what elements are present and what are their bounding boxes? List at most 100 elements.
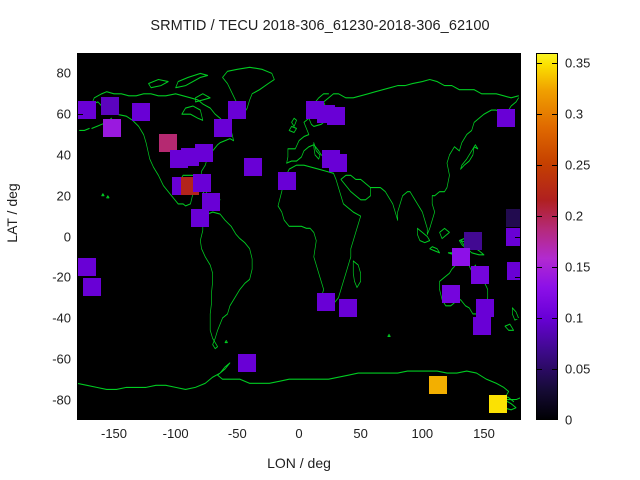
x-tick-label: 0: [295, 426, 303, 441]
data-marker: [213, 119, 232, 138]
data-marker: [476, 298, 495, 317]
y-tick-mark: [77, 114, 83, 116]
colorbar-tick-mark: [536, 318, 542, 320]
data-marker: [429, 376, 448, 395]
data-marker: [472, 317, 491, 336]
y-tick-mark: [515, 236, 521, 238]
y-tick-mark: [515, 114, 521, 116]
data-marker: [195, 143, 214, 162]
colorbar-tick-mark: [552, 318, 558, 320]
x-tick-label: 100: [411, 426, 434, 441]
y-tick-mark: [77, 154, 83, 156]
x-tick-label: 50: [353, 426, 368, 441]
data-marker: [181, 147, 200, 166]
data-marker: [202, 192, 221, 211]
data-marker: [507, 262, 521, 281]
data-marker: [451, 247, 470, 266]
page-title: SRMTID / TECU 2018-306_61230-2018-306_62…: [150, 18, 490, 34]
y-tick-mark: [515, 195, 521, 197]
data-marker: [238, 353, 257, 372]
y-tick-mark: [77, 195, 83, 197]
x-tick-mark: [175, 53, 177, 59]
colorbar-tick-label: 0.15: [565, 259, 591, 275]
y-axis-title: LAT / deg: [4, 183, 20, 243]
x-tick-mark: [360, 53, 362, 59]
y-tick-mark: [515, 399, 521, 401]
colorbar-tick-label: 0.1: [565, 310, 584, 326]
x-tick-label: -150: [100, 426, 128, 441]
colorbar-tick-mark: [552, 63, 558, 65]
x-tick-mark: [422, 53, 424, 59]
colorbar-tick-label: 0.05: [565, 361, 591, 377]
colorbar-tick-label: 0: [565, 412, 573, 428]
y-tick-mark: [515, 154, 521, 156]
coastline-layer: [77, 66, 521, 411]
data-marker: [505, 209, 521, 228]
data-marker: [192, 174, 211, 193]
x-tick-mark: [114, 53, 115, 59]
y-tick-mark: [515, 277, 521, 279]
colorbar-tick-mark: [536, 114, 542, 116]
x-tick-mark: [237, 53, 239, 59]
y-tick-mark: [77, 73, 83, 75]
data-marker: [101, 97, 120, 115]
y-tick-mark: [77, 399, 83, 401]
y-tick-label: 40: [56, 147, 71, 163]
data-marker: [228, 101, 247, 120]
data-marker: [244, 158, 263, 177]
y-tick-label: -80: [52, 392, 71, 408]
x-tick-label: -100: [162, 426, 189, 441]
colorbar-gradient: [537, 54, 557, 419]
x-tick-mark: [237, 414, 239, 420]
data-marker: [463, 231, 482, 250]
data-marker: [317, 292, 336, 311]
data-marker: [159, 133, 178, 152]
map-plot-area[interactable]: [77, 53, 521, 420]
colorbar: [536, 53, 558, 420]
colorbar-tick-label: 0.3: [565, 106, 584, 122]
x-tick-mark: [299, 414, 300, 420]
colorbar-tick-mark: [536, 63, 542, 65]
y-tick-mark: [77, 318, 83, 320]
data-marker: [77, 258, 96, 277]
data-marker: [488, 394, 507, 413]
colorbar-tick-label: 0.2: [565, 208, 584, 224]
data-marker: [329, 154, 348, 173]
y-tick-label: 20: [56, 188, 71, 204]
y-tick-mark: [515, 358, 521, 360]
data-marker: [327, 107, 345, 126]
data-marker: [471, 266, 490, 285]
y-tick-label: -20: [52, 269, 71, 285]
y-tick-mark: [515, 73, 521, 75]
colorbar-tick-mark: [536, 165, 542, 167]
data-marker: [505, 227, 521, 246]
y-tick-label: 80: [56, 65, 71, 81]
x-tick-mark: [484, 53, 485, 59]
y-tick-mark: [515, 318, 521, 320]
x-axis-labels: -150 -100 -50 0 50 100 150: [0, 426, 640, 448]
colorbar-tick-mark: [536, 369, 542, 371]
colorbar-tick-mark: [552, 114, 558, 116]
x-tick-label: -50: [227, 426, 247, 441]
y-tick-mark: [77, 236, 83, 238]
x-axis-title: LON / deg: [267, 455, 331, 471]
x-tick-mark: [422, 414, 424, 420]
data-marker: [132, 103, 151, 122]
data-marker: [82, 278, 101, 297]
y-tick-label: 0: [63, 229, 71, 244]
colorbar-tick-mark: [536, 216, 542, 218]
data-marker: [191, 209, 210, 228]
data-marker: [441, 284, 460, 303]
colorbar-tick-mark: [552, 267, 558, 269]
colorbar-tick-mark: [536, 267, 542, 269]
x-tick-mark: [360, 414, 362, 420]
data-marker: [497, 109, 516, 128]
y-tick-mark: [77, 277, 83, 279]
x-tick-mark: [299, 53, 300, 59]
x-tick-label: 150: [473, 426, 495, 441]
colorbar-tick-mark: [552, 165, 558, 167]
data-marker: [102, 119, 121, 138]
y-tick-label: 60: [56, 106, 71, 122]
x-tick-mark: [484, 414, 485, 420]
